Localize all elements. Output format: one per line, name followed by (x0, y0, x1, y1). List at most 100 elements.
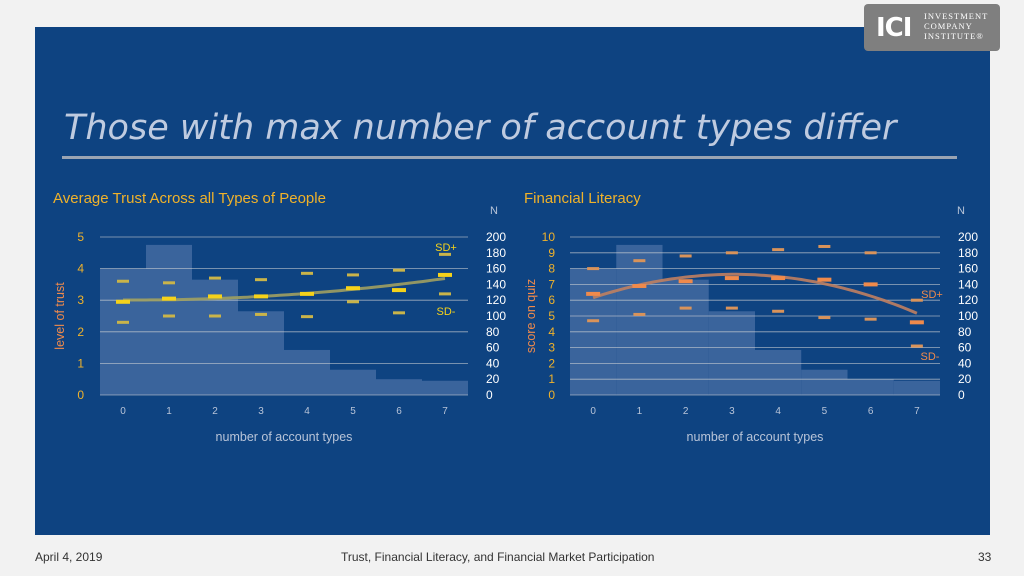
trust-mean-marker (346, 286, 360, 291)
trust-sd-minus-marker (255, 312, 267, 316)
literacy-bar (801, 369, 848, 395)
literacy-sd-minus-marker (864, 317, 877, 321)
literacy-y2-tick: 180 (958, 246, 978, 260)
literacy-x-axis-label: number of account types (687, 430, 824, 444)
trust-bar (330, 369, 376, 395)
literacy-bar (755, 349, 802, 395)
footer-title: Trust, Financial Literacy, and Financial… (341, 550, 655, 564)
literacy-y2-tick: 100 (958, 309, 978, 323)
literacy-sd-plus-marker (587, 267, 600, 271)
literacy-sd-plus-marker (725, 251, 738, 255)
literacy-y-tick: 3 (548, 341, 555, 355)
trust-mean-marker (392, 288, 406, 293)
literacy-y-tick: 8 (548, 262, 555, 276)
trust-x-tick: 3 (258, 406, 264, 417)
literacy-y-tick: 10 (542, 230, 556, 244)
trust-y2-tick: 60 (486, 341, 500, 355)
literacy-x-tick: 7 (914, 406, 920, 417)
trust-sd-minus-marker (209, 314, 221, 318)
literacy-y2-tick: 0 (958, 388, 965, 402)
trust-sd-plus-marker (255, 278, 267, 282)
literacy-sd-minus-marker (725, 306, 738, 310)
ici-logo: ICI INVESTMENT COMPANY INSTITUTE® (864, 4, 1000, 51)
trust-y2-tick: 120 (486, 293, 506, 307)
trust-trend-line (123, 277, 446, 302)
trust-y2-tick: 200 (486, 230, 506, 244)
trust-y-axis-label: level of trust (53, 282, 67, 350)
logo-mark: ICI (876, 13, 912, 43)
literacy-y-tick: 5 (548, 309, 555, 323)
literacy-y2-axis-label: N (957, 205, 965, 217)
trust-sd-minus-marker (117, 320, 129, 324)
trust-x-axis-label: number of account types (216, 430, 353, 444)
literacy-sd-plus-marker (679, 254, 692, 258)
trust-y2-tick: 0 (486, 388, 493, 402)
trust-bar (146, 244, 192, 395)
trust-sd-minus-marker (347, 300, 359, 304)
literacy-y-tick: 9 (548, 246, 555, 260)
literacy-sd-minus-marker (633, 312, 646, 316)
literacy-y-tick: 0 (548, 388, 555, 402)
literacy-x-tick: 3 (729, 406, 735, 417)
literacy-sd-minus-marker (679, 306, 692, 310)
literacy-y2-tick: 120 (958, 293, 978, 307)
literacy-bar (616, 244, 663, 395)
trust-sd-minus-marker (393, 311, 405, 315)
page-number: 33 (978, 550, 992, 564)
trust-sd-minus-marker (301, 315, 313, 319)
literacy-mean-marker (724, 276, 739, 281)
literacy-y-tick: 1 (548, 372, 555, 386)
literacy-y-tick: 2 (548, 356, 555, 370)
title-divider (62, 156, 957, 159)
trust-sd-minus-marker (439, 292, 451, 296)
trust-y2-tick: 180 (486, 246, 506, 260)
literacy-sd-plus-marker (818, 244, 831, 248)
literacy-x-tick: 2 (683, 406, 689, 417)
trust-y-tick: 4 (77, 262, 84, 276)
trust-x-tick: 1 (166, 406, 172, 417)
literacy-y2-tick: 200 (958, 230, 978, 244)
trust-sd-plus-marker (347, 273, 359, 277)
literacy-bar (847, 379, 894, 395)
literacy-sd-minus-marker (587, 319, 600, 323)
logo-line: COMPANY (924, 21, 973, 31)
trust-y-tick: 1 (77, 356, 84, 370)
literacy-y2-tick: 60 (958, 341, 972, 355)
trust-y2-tick: 140 (486, 277, 506, 291)
trust-y2-tick: 100 (486, 309, 506, 323)
trust-x-tick: 4 (304, 406, 310, 417)
trust-x-tick: 5 (350, 406, 356, 417)
literacy-y2-tick: 20 (958, 372, 972, 386)
trust-x-tick: 2 (212, 406, 218, 417)
trust-sd-plus-marker (393, 268, 405, 272)
literacy-y2-tick: 80 (958, 325, 972, 339)
slide-title: Those with max number of account types d… (64, 108, 897, 148)
trust-sd-plus-marker (117, 279, 129, 283)
literacy-mean-marker (586, 291, 601, 296)
literacy-sd-plus-label: SD+ (921, 289, 943, 301)
trust-y-tick: 2 (77, 325, 84, 339)
trust-x-tick: 0 (120, 406, 126, 417)
trust-y-tick: 5 (77, 230, 84, 244)
trust-mean-marker (300, 291, 314, 296)
logo-text: INVESTMENT COMPANY INSTITUTE® (924, 11, 988, 41)
literacy-sd-plus-marker (910, 298, 923, 302)
trust-mean-marker (254, 294, 268, 299)
trust-y2-tick: 160 (486, 262, 506, 276)
trust-y-tick: 3 (77, 293, 84, 307)
trust-y2-axis-label: N (490, 205, 498, 217)
trust-bar (284, 349, 330, 395)
literacy-y2-tick: 40 (958, 356, 972, 370)
literacy-mean-marker (863, 282, 878, 287)
literacy-x-tick: 5 (822, 406, 828, 417)
literacy-x-tick: 1 (637, 406, 643, 417)
trust-mean-marker (116, 299, 130, 304)
trust-y2-tick: 40 (486, 356, 500, 370)
chart-title-trust: Average Trust Across all Types of People (53, 190, 326, 207)
trust-y2-tick: 80 (486, 325, 500, 339)
trust-x-tick: 7 (442, 406, 448, 417)
literacy-y2-tick: 140 (958, 277, 978, 291)
trust-sd-plus-marker (209, 276, 221, 280)
trust-y2-tick: 20 (486, 372, 500, 386)
